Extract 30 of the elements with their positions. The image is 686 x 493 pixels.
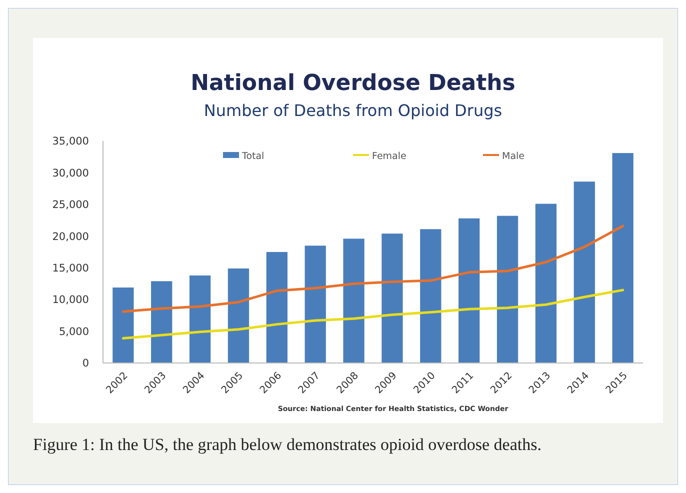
bar: [458, 218, 480, 363]
chart-subtitle: Number of Deaths from Opioid Drugs: [204, 101, 502, 120]
legend-label: Female: [372, 150, 407, 162]
y-tick-label: 10,000: [52, 294, 89, 306]
y-tick-label: 0: [82, 358, 89, 370]
bar: [420, 229, 442, 363]
y-tick-label: 5,000: [58, 326, 89, 338]
caption: Figure 1: In the US, the graph below demonstrates opioid overdose deaths.: [33, 434, 542, 456]
bar: [304, 246, 326, 363]
legend-label: Male: [502, 150, 525, 162]
bar: [382, 234, 403, 363]
line-series: [122, 224, 624, 313]
bar: [496, 216, 518, 363]
line-series: [122, 288, 624, 340]
bar: [151, 281, 172, 363]
y-tick-label: 15,000: [52, 262, 89, 275]
bar: [228, 268, 250, 363]
legend-label: Total: [241, 150, 264, 162]
bar: [112, 288, 134, 363]
chart-title: National Overdose Deaths: [190, 71, 516, 96]
y-tick-label: 25,000: [52, 199, 89, 212]
y-tick-label: 35,000: [52, 136, 89, 148]
bar: [343, 238, 364, 363]
bar: [574, 182, 595, 363]
bar: [189, 275, 211, 363]
bar: [535, 204, 557, 363]
y-tick-label: 30,000: [52, 167, 89, 180]
bar: [612, 153, 634, 363]
y-tick-label: 20,000: [52, 230, 89, 243]
bar: [266, 252, 288, 363]
